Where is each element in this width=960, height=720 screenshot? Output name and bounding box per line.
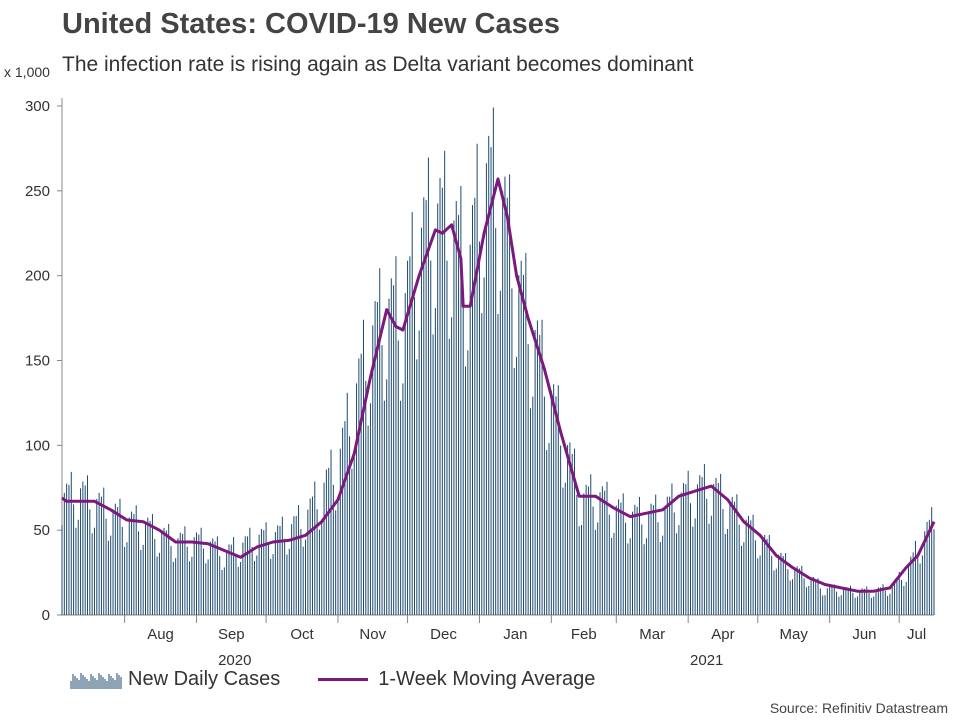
chart-title: United States: COVID-19 New Cases — [62, 8, 560, 40]
chart-subtitle: The infection rate is rising again as De… — [62, 53, 694, 76]
x-tick-label: Oct — [290, 626, 314, 643]
legend-item-line: 1-Week Moving Average — [318, 668, 595, 691]
x-tick-label: Jan — [503, 626, 527, 643]
legend-label-line: 1-Week Moving Average — [378, 668, 596, 690]
y-tick-label: 0 — [42, 607, 50, 624]
y-tick-label: 150 — [25, 353, 50, 370]
chart-legend: New Daily Cases 1-Week Moving Average — [70, 668, 633, 691]
moving-average-line — [61, 177, 936, 593]
x-tick-label: Aug — [147, 626, 174, 643]
y-tick-label: 300 — [25, 98, 50, 115]
legend-label-bars: New Daily Cases — [128, 668, 281, 690]
x-tick-label: Sep — [218, 626, 245, 643]
legend-item-bars: New Daily Cases — [70, 668, 280, 691]
x-tick-label: Mar — [639, 626, 665, 643]
x-tick-label: Feb — [571, 626, 597, 643]
y-tick-label: 250 — [25, 183, 50, 200]
x-year-label: 2020 — [218, 652, 251, 669]
y-tick-label: 100 — [25, 437, 50, 454]
source-note: Source: Refinitiv Datastream — [769, 700, 948, 716]
x-tick-label: May — [780, 626, 809, 643]
x-tick-label: Jul — [907, 626, 926, 643]
x-tick-label: Dec — [430, 626, 457, 643]
y-tick-label: 50 — [33, 522, 50, 539]
y-tick-label: 200 — [25, 268, 50, 285]
x-year-label: 2021 — [690, 652, 723, 669]
x-tick-label: Jun — [852, 626, 876, 643]
legend-line-swatch — [318, 678, 369, 681]
y-axis-unit-label: x 1,000 — [4, 64, 50, 80]
x-tick-label: Apr — [711, 626, 734, 643]
x-tick-label: Nov — [359, 626, 386, 643]
legend-bars-swatch — [70, 672, 122, 689]
